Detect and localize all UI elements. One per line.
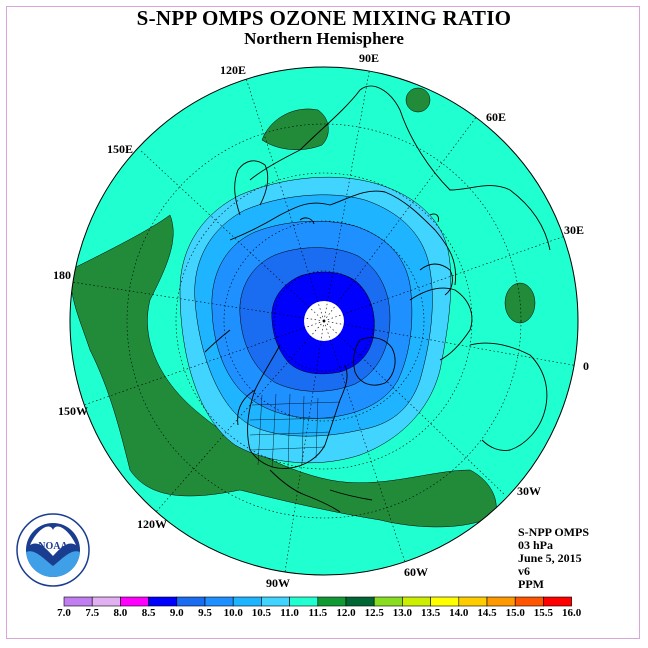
lon-label-90e: 90E <box>359 51 380 65</box>
colorbar-swatch <box>204 596 234 607</box>
colorbar-swatch <box>543 596 572 607</box>
ozone-contour-patch-arctic <box>405 87 431 113</box>
colorbar-swatch <box>458 596 488 607</box>
colorbar-tick-label: 14.5 <box>477 607 497 619</box>
lon-label-0: 0 <box>583 359 589 373</box>
lon-label-150e: 150E <box>107 142 134 156</box>
colorbar-tick-label: 9.5 <box>198 607 212 619</box>
colorbar-swatch <box>63 596 93 607</box>
colorbar-swatch <box>148 596 178 607</box>
colorbar-tick-label: 11.0 <box>280 607 299 619</box>
lon-label-180: 180 <box>53 268 71 282</box>
noaa-logo-text: NOAA <box>38 541 68 552</box>
lon-label-60w: 60W <box>404 565 428 579</box>
info-units: PPM <box>518 577 544 591</box>
colorbar-tick-label: 10.0 <box>223 607 243 619</box>
lon-label-150w: 150W <box>58 404 88 418</box>
lon-label-60e: 60E <box>486 110 507 124</box>
colorbar-tick-label: 14.0 <box>449 607 469 619</box>
map-subtitle: Northern Hemisphere <box>244 29 404 48</box>
lon-label-120w: 120W <box>137 517 167 531</box>
map-outline <box>69 66 579 576</box>
colorbar-swatch <box>345 596 375 607</box>
colorbar-swatch <box>430 596 460 607</box>
colorbar-swatch <box>402 596 431 607</box>
colorbar-tick-label: 8.0 <box>113 607 128 619</box>
product-info: S-NPP OMPS 03 hPa June 5, 2015 v6 PPM <box>518 526 589 591</box>
ozone-contour-patch-africa <box>504 282 536 324</box>
colorbar-swatch <box>261 596 290 607</box>
colorbar-tick-label: 13.0 <box>392 607 413 619</box>
colorbar-swatch <box>373 596 403 607</box>
ozone-contour-patch-asia <box>261 108 329 150</box>
info-product: S-NPP OMPS <box>518 525 589 539</box>
info-version: v6 <box>518 564 530 578</box>
colorbar-swatch <box>289 596 319 607</box>
lon-label-120e: 120E <box>220 63 247 77</box>
colorbar-swatch <box>486 596 516 607</box>
meridian-lines <box>71 67 578 573</box>
colorbar-tick-label: 10.5 <box>251 607 272 619</box>
colorbar-tick-label: 8.5 <box>141 607 156 619</box>
colorbar-tick-label: 11.5 <box>308 607 328 619</box>
info-date: June 5, 2015 <box>518 551 582 565</box>
lon-label-90w: 90W <box>266 576 290 590</box>
colorbar-tick-label: 15.5 <box>533 607 554 619</box>
colorbar-tick-label: 15.0 <box>505 607 525 619</box>
ozone-contour-11-5 <box>70 214 497 528</box>
colorbar-tick-label: 9.0 <box>169 607 184 619</box>
noaa-logo: NOAA <box>16 513 90 587</box>
plot-frame <box>6 6 640 639</box>
colorbar <box>63 596 572 607</box>
colorbar-swatch <box>120 596 149 607</box>
colorbar-swatch <box>317 596 347 607</box>
colorbar-swatch <box>232 596 262 607</box>
colorbar-swatch <box>176 596 206 607</box>
lon-label-30e: 30E <box>564 223 585 237</box>
colorbar-swatch <box>514 596 544 607</box>
state-boundaries <box>249 393 341 469</box>
colorbar-tick-label: 7.0 <box>57 607 71 619</box>
lon-label-30w: 30W <box>517 484 541 498</box>
colorbar-tick-label: 12.5 <box>364 607 384 619</box>
colorbar-tick-label: 12.0 <box>336 607 356 619</box>
map-title: S-NPP OMPS OZONE MIXING RATIO <box>136 6 512 30</box>
colorbar-tick-label: 7.5 <box>85 607 100 619</box>
colorbar-swatch <box>91 596 121 607</box>
info-level: 03 hPa <box>518 538 554 552</box>
coastlines <box>204 85 551 513</box>
colorbar-tick-label: 13.5 <box>420 607 441 619</box>
colorbar-tick-label: 16.0 <box>561 607 582 619</box>
